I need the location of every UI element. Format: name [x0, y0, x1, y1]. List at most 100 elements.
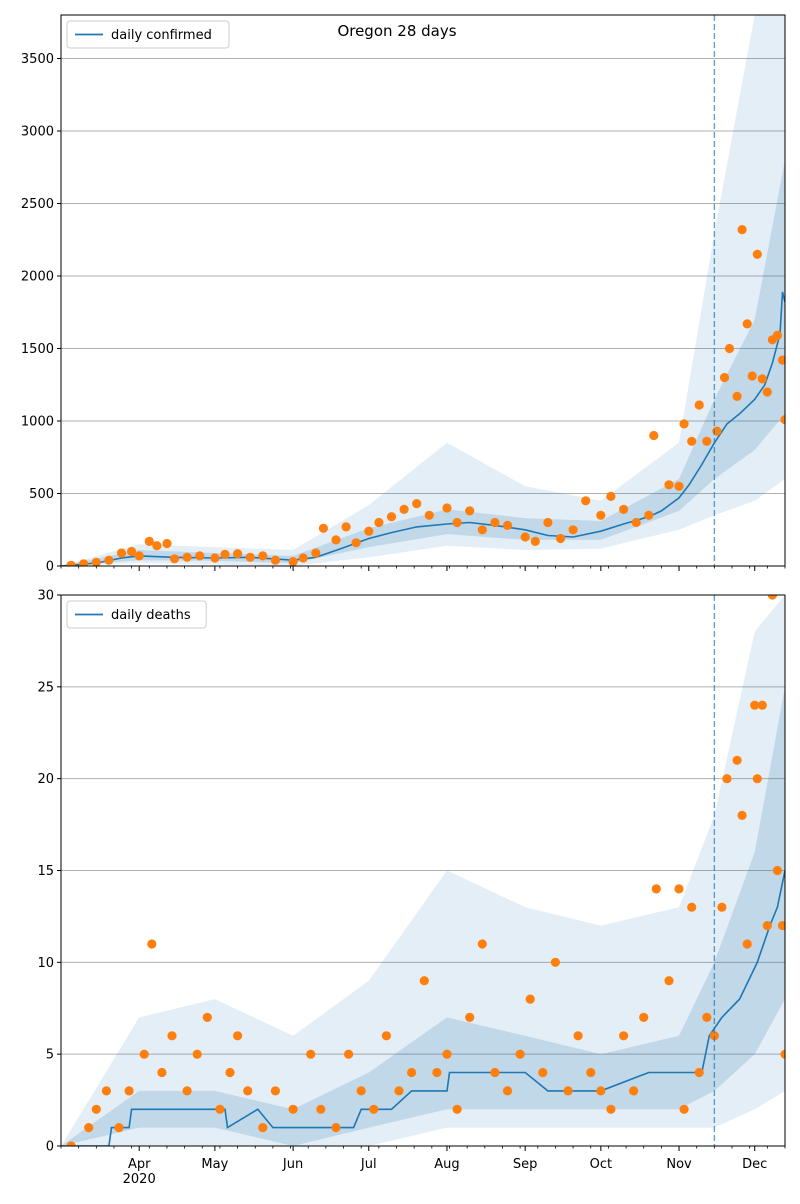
- deaths-plot-area: [61, 595, 785, 1146]
- deaths-ytick-label: 30: [37, 589, 54, 604]
- confirmed-point: [762, 387, 772, 397]
- confirmed-point: [288, 557, 298, 566]
- confirmed-point: [374, 517, 384, 528]
- confirmed-panel: 0 500 1000 1500 2000 2500 3000 3500 daily confir…: [21, 14, 786, 575]
- confirmed-point: [664, 480, 674, 490]
- confirmed-point: [442, 503, 452, 513]
- confirmed-point: [687, 436, 697, 446]
- confirmed-ytick-label: 1000: [21, 415, 54, 430]
- deaths-point: [91, 1104, 101, 1114]
- confirmed-point: [66, 560, 76, 566]
- deaths-point: [750, 700, 760, 710]
- confirmed-point: [674, 481, 684, 491]
- deaths-point: [550, 957, 561, 967]
- confirmed-ytick-label: 2000: [21, 270, 54, 285]
- deaths-point: [233, 1031, 243, 1041]
- deaths-point: [780, 1049, 785, 1059]
- deaths-point: [737, 810, 747, 821]
- deaths-point: [243, 1086, 253, 1096]
- deaths-point: [596, 1086, 606, 1096]
- deaths-legend-label: daily deaths: [111, 608, 191, 623]
- deaths-point: [202, 1012, 212, 1023]
- deaths-outer-band: [61, 595, 785, 1146]
- deaths-ytick-label: 15: [37, 864, 54, 879]
- deaths-point: [84, 1123, 94, 1133]
- xtick-label: May: [201, 1157, 228, 1172]
- deaths-point: [717, 902, 727, 912]
- confirmed-point: [644, 510, 654, 520]
- confirmed-point: [452, 517, 462, 528]
- confirmed-legend-label: daily confirmed: [111, 28, 212, 43]
- confirmed-point: [719, 372, 730, 383]
- deaths-point: [215, 1104, 225, 1114]
- deaths-ytick-label: 25: [37, 680, 54, 695]
- confirmed-point: [270, 555, 280, 565]
- deaths-point: [452, 1104, 462, 1114]
- confirmed-point: [465, 506, 475, 516]
- confirmed-point: [210, 553, 220, 563]
- deaths-ytick-label: 5: [46, 1048, 54, 1063]
- deaths-point: [477, 939, 487, 949]
- confirmed-point: [724, 343, 735, 354]
- deaths-point: [381, 1031, 391, 1041]
- deaths-point: [258, 1123, 268, 1133]
- deaths-point: [465, 1012, 475, 1023]
- confirmed-point: [777, 355, 785, 365]
- deaths-point: [573, 1031, 583, 1041]
- confirmed-point: [490, 517, 500, 528]
- confirmed-point: [737, 225, 747, 235]
- confirmed-point: [732, 391, 742, 401]
- confirmed-point: [386, 512, 397, 522]
- confirmed-point: [152, 541, 162, 551]
- confirmed-point: [477, 525, 487, 535]
- confirmed-point: [144, 536, 154, 547]
- confirmed-point: [318, 523, 328, 533]
- deaths-ytick-label: 10: [37, 956, 54, 971]
- deaths-point: [651, 884, 661, 894]
- deaths-point: [702, 1012, 712, 1023]
- deaths-point: [331, 1123, 341, 1133]
- deaths-point: [515, 1049, 525, 1059]
- deaths-point: [356, 1086, 366, 1096]
- confirmed-point: [747, 371, 757, 381]
- confirmed-point: [742, 319, 752, 329]
- deaths-ytick-label: 20: [37, 772, 54, 787]
- deaths-point: [442, 1049, 452, 1059]
- confirmed-point: [162, 538, 172, 549]
- confirmed-point: [399, 504, 409, 514]
- deaths-point: [752, 774, 762, 784]
- confirmed-point: [581, 496, 591, 506]
- deaths-point: [563, 1086, 573, 1096]
- confirmed-point: [233, 549, 243, 559]
- confirmed-point: [91, 557, 101, 566]
- deaths-point: [490, 1067, 500, 1078]
- confirmed-point: [780, 415, 785, 425]
- confirmed-point: [298, 553, 308, 563]
- deaths-point: [192, 1049, 202, 1059]
- confirmed-point: [631, 517, 641, 528]
- deaths-point: [157, 1067, 167, 1078]
- deaths-point: [619, 1031, 629, 1041]
- deaths-point: [664, 976, 674, 986]
- deaths-point: [502, 1086, 513, 1096]
- deaths-point: [538, 1067, 548, 1078]
- confirmed-point: [134, 551, 144, 561]
- confirmed-ytick-label: 1500: [21, 342, 54, 357]
- deaths-line: [61, 870, 785, 1146]
- deaths-point: [394, 1086, 404, 1096]
- xtick-sublabel: 2020: [123, 1172, 156, 1187]
- deaths-point: [114, 1123, 124, 1133]
- confirmed-point: [182, 552, 192, 562]
- deaths-point: [772, 865, 783, 876]
- confirmed-point: [568, 525, 578, 535]
- confirmed-legend-box: [66, 20, 230, 49]
- deaths-point: [687, 902, 697, 912]
- confirmed-point: [245, 552, 255, 562]
- xtick-label: Oct: [590, 1157, 612, 1172]
- xtick-label: Apr: [128, 1157, 151, 1172]
- deaths-point: [757, 700, 767, 710]
- deaths-point: [762, 921, 772, 931]
- confirmed-frame: [60, 14, 786, 567]
- confirmed-point: [341, 522, 351, 532]
